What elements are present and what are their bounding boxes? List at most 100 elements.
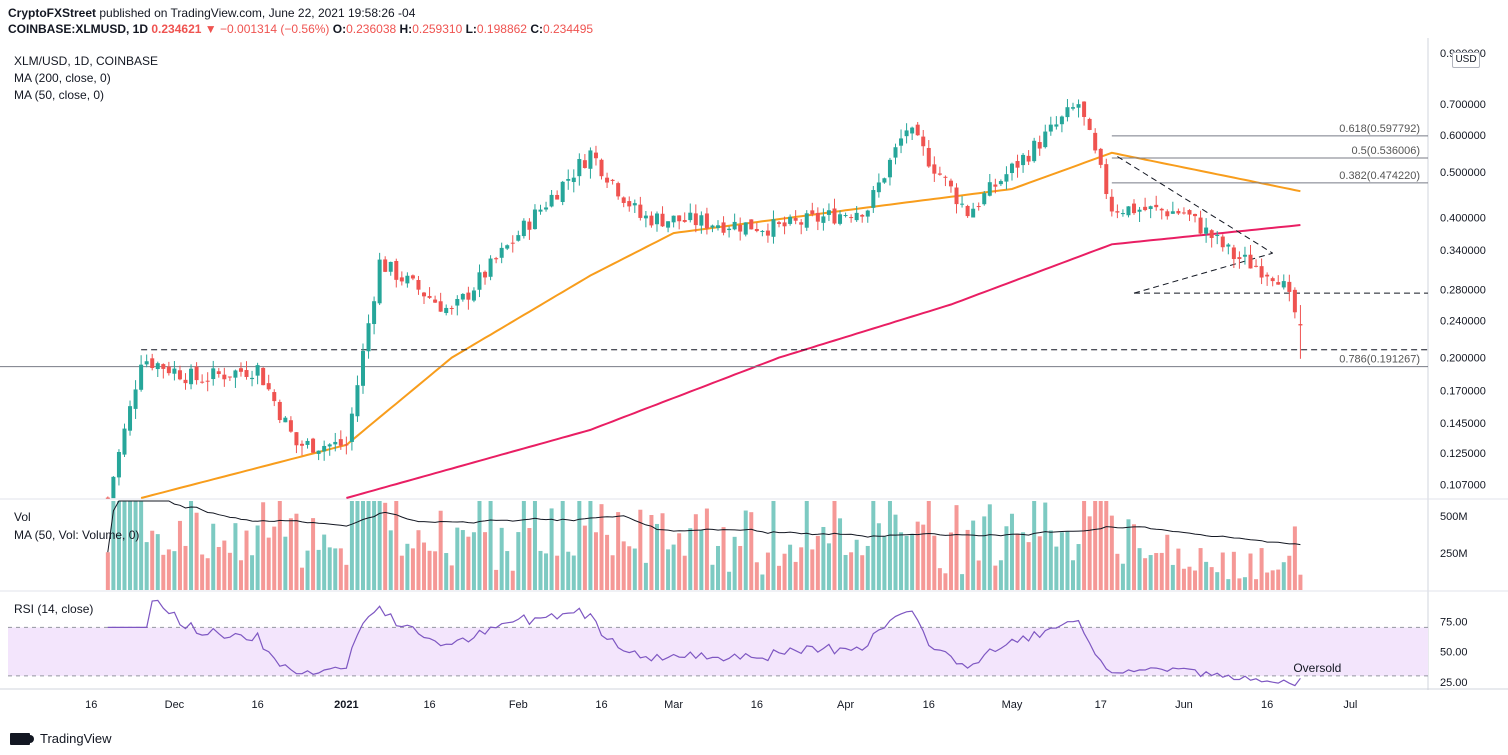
volume-bar[interactable] (760, 574, 765, 590)
candle-up[interactable] (838, 214, 843, 224)
volume-bar[interactable] (954, 505, 959, 590)
candle-down[interactable] (1259, 266, 1264, 278)
volume-bar[interactable] (1220, 552, 1225, 590)
candle-down[interactable] (926, 147, 931, 167)
volume-bar[interactable] (921, 524, 926, 590)
volume-bar[interactable] (971, 520, 976, 590)
candle-down[interactable] (161, 364, 166, 369)
volume-bar[interactable] (477, 501, 482, 590)
candle-down[interactable] (1132, 203, 1137, 214)
candle-down[interactable] (427, 296, 432, 298)
candle-down[interactable] (915, 124, 920, 136)
volume-bar[interactable] (144, 542, 149, 590)
volume-pane[interactable] (105, 500, 1303, 590)
volume-bar[interactable] (993, 565, 998, 590)
candle-up[interactable] (1170, 211, 1175, 214)
candle-up[interactable] (560, 181, 565, 202)
candle-up[interactable] (588, 150, 593, 169)
volume-bar[interactable] (405, 543, 410, 590)
candle-up[interactable] (982, 193, 987, 205)
volume-bar[interactable] (571, 555, 576, 590)
candle-up[interactable] (327, 444, 332, 447)
volume-bar[interactable] (1093, 501, 1098, 590)
candle-down[interactable] (616, 183, 621, 197)
volume-bar[interactable] (311, 518, 316, 590)
candle-up[interactable] (904, 130, 909, 137)
candle-down[interactable] (1037, 142, 1042, 149)
candle-down[interactable] (1154, 204, 1159, 208)
candle-down[interactable] (610, 179, 615, 181)
candle-up[interactable] (388, 261, 393, 272)
candle-up[interactable] (1009, 163, 1014, 174)
candle-down[interactable] (200, 381, 205, 383)
volume-bar[interactable] (394, 501, 399, 590)
volume-bar[interactable] (366, 501, 371, 590)
volume-bar[interactable] (815, 535, 820, 590)
candle-up[interactable] (544, 207, 549, 210)
legend-rsi[interactable]: RSI (14, close) (14, 602, 94, 616)
volume-bar[interactable] (1148, 555, 1153, 590)
volume-bar[interactable] (327, 547, 332, 590)
candle-down[interactable] (932, 164, 937, 174)
volume-bar[interactable] (388, 530, 393, 590)
volume-bar[interactable] (1120, 563, 1125, 590)
candle-up[interactable] (133, 389, 138, 409)
candle-down[interactable] (1254, 265, 1259, 267)
candle-down[interactable] (849, 217, 854, 219)
candle-down[interactable] (937, 173, 942, 175)
candle-down[interactable] (993, 184, 998, 187)
candle-up[interactable] (316, 450, 321, 454)
candle-up[interactable] (788, 216, 793, 224)
volume-bar[interactable] (810, 549, 815, 590)
volume-bar[interactable] (250, 555, 255, 590)
candle-down[interactable] (1237, 257, 1242, 260)
volume-bar[interactable] (882, 536, 887, 590)
candle-up[interactable] (488, 258, 493, 277)
volume-bar[interactable] (471, 532, 476, 590)
candle-down[interactable] (1176, 211, 1181, 214)
volume-bar[interactable] (854, 539, 859, 590)
candle-up[interactable] (566, 178, 571, 181)
candle-up[interactable] (666, 221, 671, 228)
candle-up[interactable] (1148, 206, 1153, 210)
volume-bar[interactable] (305, 550, 310, 590)
candle-down[interactable] (799, 222, 804, 225)
volume-bar[interactable] (333, 548, 338, 590)
volume-bar[interactable] (338, 548, 343, 590)
volume-bar[interactable] (677, 533, 682, 590)
candle-up[interactable] (460, 293, 465, 300)
candle-up[interactable] (349, 413, 354, 442)
candle-down[interactable] (483, 271, 488, 278)
volume-bar[interactable] (1170, 564, 1175, 590)
candle-down[interactable] (1093, 132, 1098, 151)
volume-bar[interactable] (283, 536, 288, 590)
volume-bar[interactable] (804, 501, 809, 590)
candle-up[interactable] (455, 299, 460, 306)
candle-down[interactable] (194, 366, 199, 381)
candle-up[interactable] (516, 235, 521, 241)
volume-bar[interactable] (1281, 562, 1286, 590)
volume-bar[interactable] (887, 501, 892, 590)
candle-up[interactable] (571, 177, 576, 183)
candle-up[interactable] (771, 219, 776, 237)
volume-bar[interactable] (704, 508, 709, 590)
volume-bar[interactable] (588, 501, 593, 590)
candle-down[interactable] (1165, 211, 1170, 217)
candle-down[interactable] (294, 432, 299, 446)
volume-bar[interactable] (1082, 501, 1087, 590)
candle-down[interactable] (1098, 148, 1103, 165)
volume-bar[interactable] (716, 545, 720, 590)
candle-down[interactable] (738, 224, 743, 232)
volume-bar[interactable] (976, 560, 981, 590)
volume-bar[interactable] (555, 555, 560, 590)
volume-bar[interactable] (211, 523, 216, 590)
candle-up[interactable] (211, 368, 216, 380)
volume-bar[interactable] (1065, 531, 1070, 590)
volume-bar[interactable] (1037, 536, 1042, 590)
candle-up[interactable] (577, 159, 582, 177)
volume-bar[interactable] (433, 551, 438, 590)
volume-bar[interactable] (1276, 569, 1281, 590)
volume-bar[interactable] (860, 555, 865, 590)
candle-down[interactable] (494, 258, 499, 260)
volume-bar[interactable] (294, 513, 299, 590)
